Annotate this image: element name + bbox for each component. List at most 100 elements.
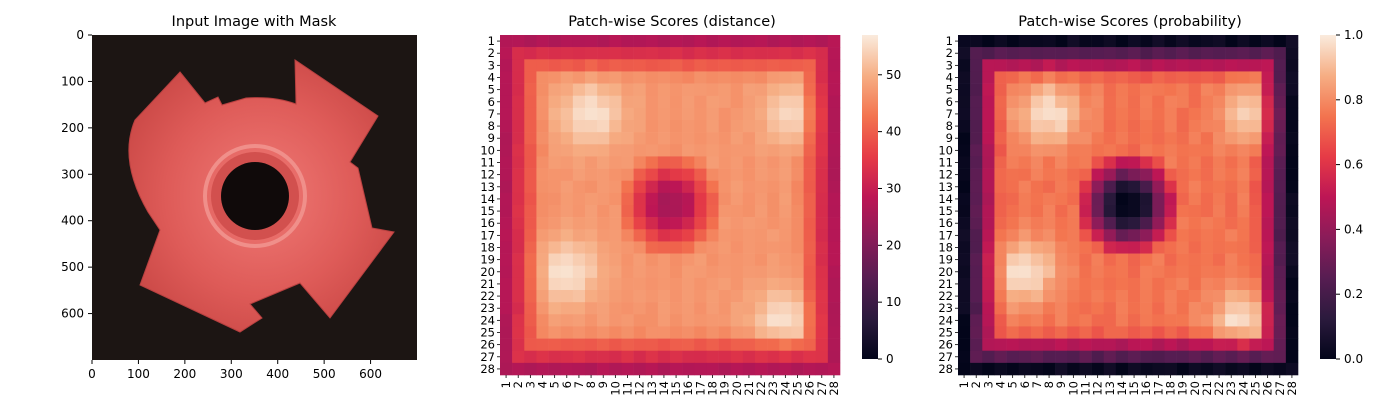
heatmap-cell [730, 47, 744, 60]
heatmap-cell [994, 47, 1007, 60]
heatmap-cell [1055, 120, 1068, 133]
y-tick-label: 200 [61, 121, 84, 135]
heatmap-cell [718, 338, 732, 352]
heatmap-cell [803, 132, 817, 145]
heatmap-cell [536, 253, 549, 267]
heatmap-cell [730, 290, 744, 303]
heatmap-cell [706, 253, 719, 267]
heatmap-cell [536, 192, 549, 206]
heatmap-cell [1188, 265, 1202, 279]
heatmap-cell [1128, 350, 1141, 364]
heatmap-cell [694, 265, 707, 279]
heatmap-cell [621, 95, 634, 109]
heatmap-cell [1103, 277, 1117, 291]
heatmap-cell [633, 229, 647, 242]
heatmap-cell [657, 59, 671, 72]
heatmap-cell [1067, 71, 1080, 84]
heatmap-cell [1055, 168, 1068, 182]
heatmap-cell [512, 217, 525, 230]
heatmap-cell [1237, 59, 1250, 72]
heatmap-cell [755, 192, 768, 206]
heatmap-cell [1200, 302, 1214, 315]
x-tick-label: 28 [1285, 381, 1299, 396]
heatmap-cell [536, 107, 549, 121]
x-tick-label: 28 [827, 381, 841, 396]
heatmap-cell [755, 302, 768, 315]
heatmap-cell [718, 95, 732, 109]
heatmap-cell [1140, 302, 1153, 315]
heatmap-cell [827, 132, 841, 145]
heatmap-cell [1140, 35, 1153, 48]
y-tick-label: 600 [61, 307, 84, 321]
heatmap-cell [682, 290, 695, 303]
heatmap-cell [1091, 290, 1105, 303]
heatmap-cell [1091, 180, 1105, 194]
heatmap-cell [1200, 290, 1214, 303]
heatmap-cell [1261, 35, 1275, 48]
heatmap-cell [718, 265, 732, 279]
y-tick-label: 2 [946, 46, 953, 60]
distance-heatmap-cells [500, 35, 841, 376]
heatmap-cell [742, 71, 756, 84]
heatmap-cell [500, 265, 513, 279]
heatmap-cell [1152, 302, 1165, 315]
heatmap-cell [548, 144, 562, 157]
heatmap-cell [1043, 59, 1056, 72]
heatmap-cell [500, 120, 513, 133]
heatmap-cell [1152, 217, 1165, 230]
heatmap-cell [1115, 241, 1129, 254]
heatmap-cell [779, 180, 792, 194]
heatmap-cell [815, 338, 829, 352]
heatmap-cell [827, 95, 841, 109]
heatmap-cell [718, 107, 732, 121]
heatmap-cell [1030, 314, 1044, 327]
y-tick-label: 16 [938, 216, 953, 230]
heatmap-cell [670, 302, 683, 315]
heatmap-cell [1285, 241, 1299, 254]
heatmap-cell [548, 350, 562, 364]
heatmap-cell [1079, 71, 1092, 84]
heatmap-cell [767, 59, 780, 72]
heatmap-cell [1079, 144, 1092, 157]
heatmap-cell [1128, 180, 1141, 194]
heatmap-cell [742, 350, 756, 364]
heatmap-cell [706, 192, 719, 206]
heatmap-cell [682, 253, 695, 267]
heatmap-cell [730, 59, 744, 72]
heatmap-cell [815, 314, 829, 327]
heatmap-cell [621, 59, 634, 72]
heatmap-cell [1213, 217, 1226, 230]
heatmap-cell [512, 265, 525, 279]
heatmap-cell [1225, 241, 1238, 254]
heatmap-cell [742, 168, 756, 182]
colorbar-tick-label: 20 [886, 238, 901, 252]
heatmap-cell [1006, 362, 1020, 376]
heatmap-cell [609, 217, 622, 230]
heatmap-cell [657, 132, 671, 145]
heatmap-cell [1091, 83, 1105, 97]
x-tick-label: 12 [633, 381, 647, 396]
heatmap-cell [706, 83, 719, 97]
heatmap-cell [597, 217, 610, 230]
heatmap-cell [1152, 314, 1165, 327]
heatmap-cell [994, 338, 1007, 352]
heatmap-cell [548, 253, 562, 267]
heatmap-cell [1249, 107, 1262, 121]
heatmap-cell [1055, 71, 1068, 84]
heatmap-cell [694, 350, 707, 364]
heatmap-cell [779, 59, 792, 72]
heatmap-cell [1103, 180, 1117, 194]
heatmap-cell [1273, 180, 1287, 194]
heatmap-cell [970, 362, 983, 376]
heatmap-cell [1115, 35, 1129, 48]
heatmap-cell [536, 83, 549, 97]
heatmap-cell [1213, 277, 1226, 291]
heatmap-cell [791, 59, 804, 72]
heatmap-cell [1176, 314, 1190, 327]
heatmap-cell [1249, 217, 1262, 230]
y-tick-label: 24 [480, 313, 495, 327]
heatmap-cell [512, 132, 525, 145]
heatmap-cell [1164, 107, 1177, 121]
heatmap-cell [958, 338, 971, 352]
